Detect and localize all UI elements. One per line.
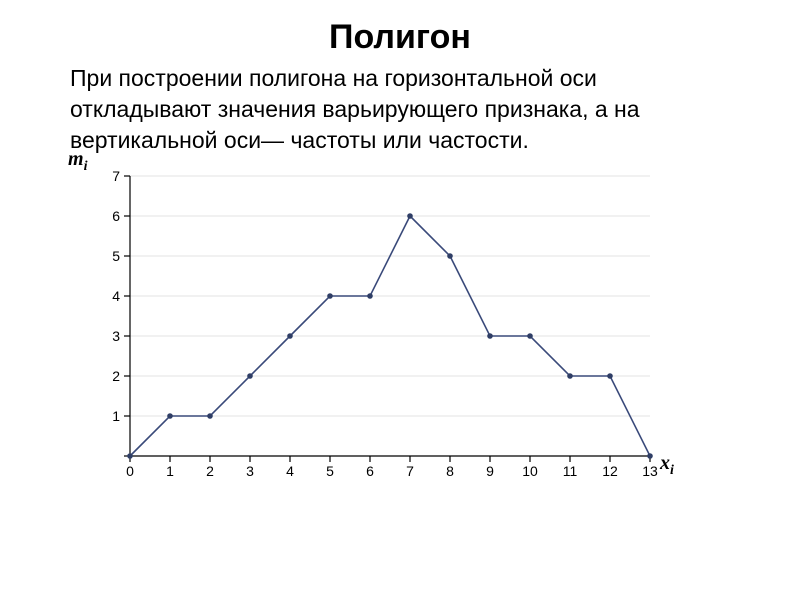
x-tick-label: 3	[246, 463, 254, 479]
y-tick-label: 3	[112, 328, 120, 344]
x-tick-label: 8	[446, 463, 454, 479]
data-point	[567, 373, 573, 379]
x-tick-label: 10	[522, 463, 538, 479]
x-tick-label: 13	[642, 463, 658, 479]
y-axis-label: mi	[68, 148, 87, 175]
polygon-chart: mi xi 0123456789101112131234567	[70, 156, 800, 496]
data-point	[247, 373, 253, 379]
x-axis-label-base: x	[660, 452, 670, 474]
y-tick-label: 1	[112, 408, 120, 424]
data-point	[407, 213, 413, 219]
y-tick-label: 6	[112, 208, 120, 224]
y-axis-label-sub: i	[84, 159, 88, 174]
y-tick-label: 2	[112, 368, 120, 384]
x-tick-label: 4	[286, 463, 294, 479]
y-axis-label-base: m	[68, 148, 84, 170]
data-point	[127, 453, 133, 459]
x-axis-label-sub: i	[670, 463, 674, 478]
x-tick-label: 11	[563, 463, 578, 479]
x-tick-label: 1	[166, 463, 174, 479]
x-tick-label: 12	[602, 463, 618, 479]
page-title: Полигон	[0, 18, 800, 57]
data-point	[287, 333, 293, 339]
page-subtitle: При построении полигона на горизонтально…	[70, 63, 740, 156]
data-point	[607, 373, 613, 379]
x-tick-label: 9	[486, 463, 494, 479]
data-point	[207, 413, 213, 419]
data-point	[487, 333, 493, 339]
y-tick-label: 4	[112, 288, 120, 304]
x-tick-label: 2	[206, 463, 214, 479]
data-point	[367, 293, 373, 299]
x-tick-label: 6	[366, 463, 374, 479]
x-tick-label: 0	[126, 463, 134, 479]
data-point	[527, 333, 533, 339]
data-point	[167, 413, 173, 419]
data-point	[447, 253, 453, 259]
x-tick-label: 7	[406, 463, 414, 479]
y-tick-label: 7	[112, 168, 120, 184]
data-point	[327, 293, 333, 299]
y-tick-label: 5	[112, 248, 120, 264]
x-axis-label: xi	[660, 452, 674, 479]
data-point	[647, 453, 653, 459]
x-tick-label: 5	[326, 463, 334, 479]
chart-svg: 0123456789101112131234567	[70, 156, 700, 496]
